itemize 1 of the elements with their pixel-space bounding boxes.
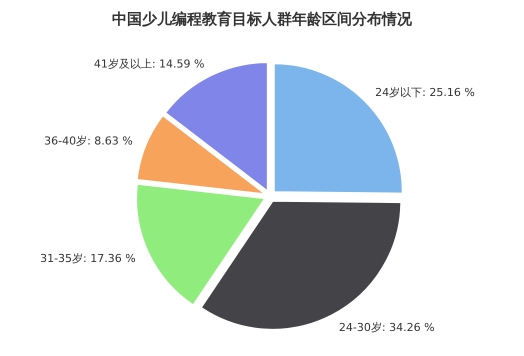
title: 中国少儿编程教育目标人群年龄区间分布情况 [112, 10, 412, 28]
